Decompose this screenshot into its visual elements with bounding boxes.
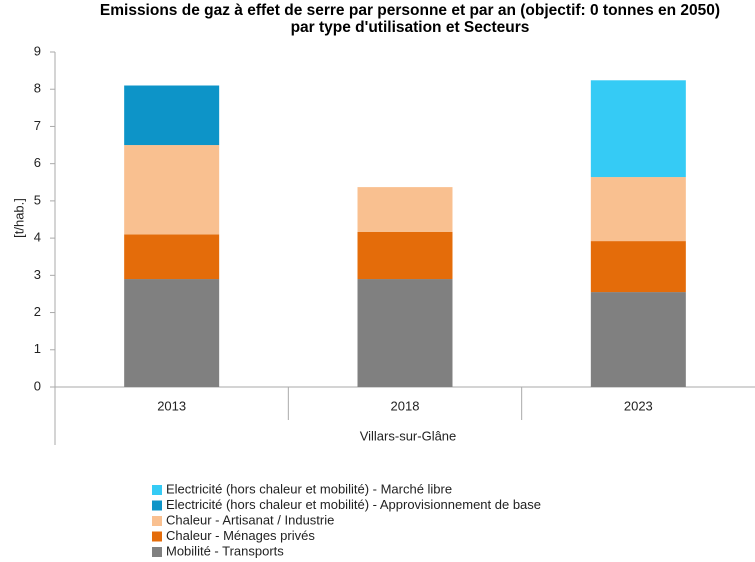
bar-segment [590, 292, 686, 387]
bar-segment [357, 187, 453, 232]
legend-swatch [152, 500, 162, 511]
bar-segment [124, 85, 220, 146]
y-tick-label: 4 [34, 230, 41, 245]
legend-label: Chaleur - Artisanat / Industrie [166, 512, 334, 527]
bar-segment [124, 234, 220, 280]
y-tick-label: 3 [34, 267, 41, 282]
y-tick-label: 7 [34, 118, 41, 133]
legend-label: Electricité (hors chaleur et mobilité) -… [166, 497, 541, 512]
bar-segment [124, 279, 220, 387]
bar-segment [124, 145, 220, 235]
y-tick-label: 2 [34, 304, 41, 319]
bar-segment [590, 241, 686, 293]
x-tick-label: 2013 [157, 398, 186, 413]
legend-label: Chaleur - Ménages privés [166, 528, 315, 543]
y-tick-label: 5 [34, 192, 41, 207]
bar-segment [590, 177, 686, 242]
bar-segment [357, 231, 453, 280]
legend-swatch [152, 485, 162, 495]
y-tick-label: 1 [34, 341, 41, 356]
y-tick-label: 6 [34, 155, 41, 170]
legend-label: Electricité (hors chaleur et mobilité) -… [166, 481, 452, 496]
y-tick-label: 9 [34, 43, 41, 58]
y-tick-label: 8 [34, 81, 41, 96]
group-label: Villars-sur-Glâne [360, 428, 457, 443]
legend-swatch [152, 531, 162, 542]
bar-segment [590, 80, 686, 178]
x-tick-label: 2018 [391, 398, 420, 413]
x-tick-label: 2023 [624, 398, 653, 413]
legend-label: Mobilité - Transports [166, 543, 284, 558]
chart-title: Emissions de gaz à effet de serre par pe… [99, 2, 721, 36]
y-axis-label: [t/hab.] [11, 198, 26, 238]
bar-segment [357, 279, 453, 387]
legend-swatch [152, 516, 162, 526]
y-tick-label: 0 [34, 378, 41, 393]
legend-swatch [152, 547, 162, 557]
